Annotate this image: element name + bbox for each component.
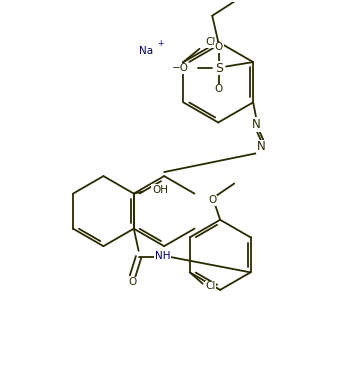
Text: −O: −O xyxy=(172,63,189,73)
Text: NH: NH xyxy=(155,251,170,261)
Text: O: O xyxy=(215,84,223,94)
Text: +: + xyxy=(158,39,164,47)
Text: O: O xyxy=(128,277,137,287)
Text: Cl: Cl xyxy=(206,281,216,291)
Text: Na: Na xyxy=(139,46,153,56)
Text: N: N xyxy=(257,140,266,153)
Text: O: O xyxy=(208,195,216,205)
Text: OH: OH xyxy=(152,185,168,195)
Text: S: S xyxy=(215,62,223,74)
Text: O: O xyxy=(215,42,223,52)
Text: Cl: Cl xyxy=(205,37,215,47)
Text: N: N xyxy=(252,118,261,131)
